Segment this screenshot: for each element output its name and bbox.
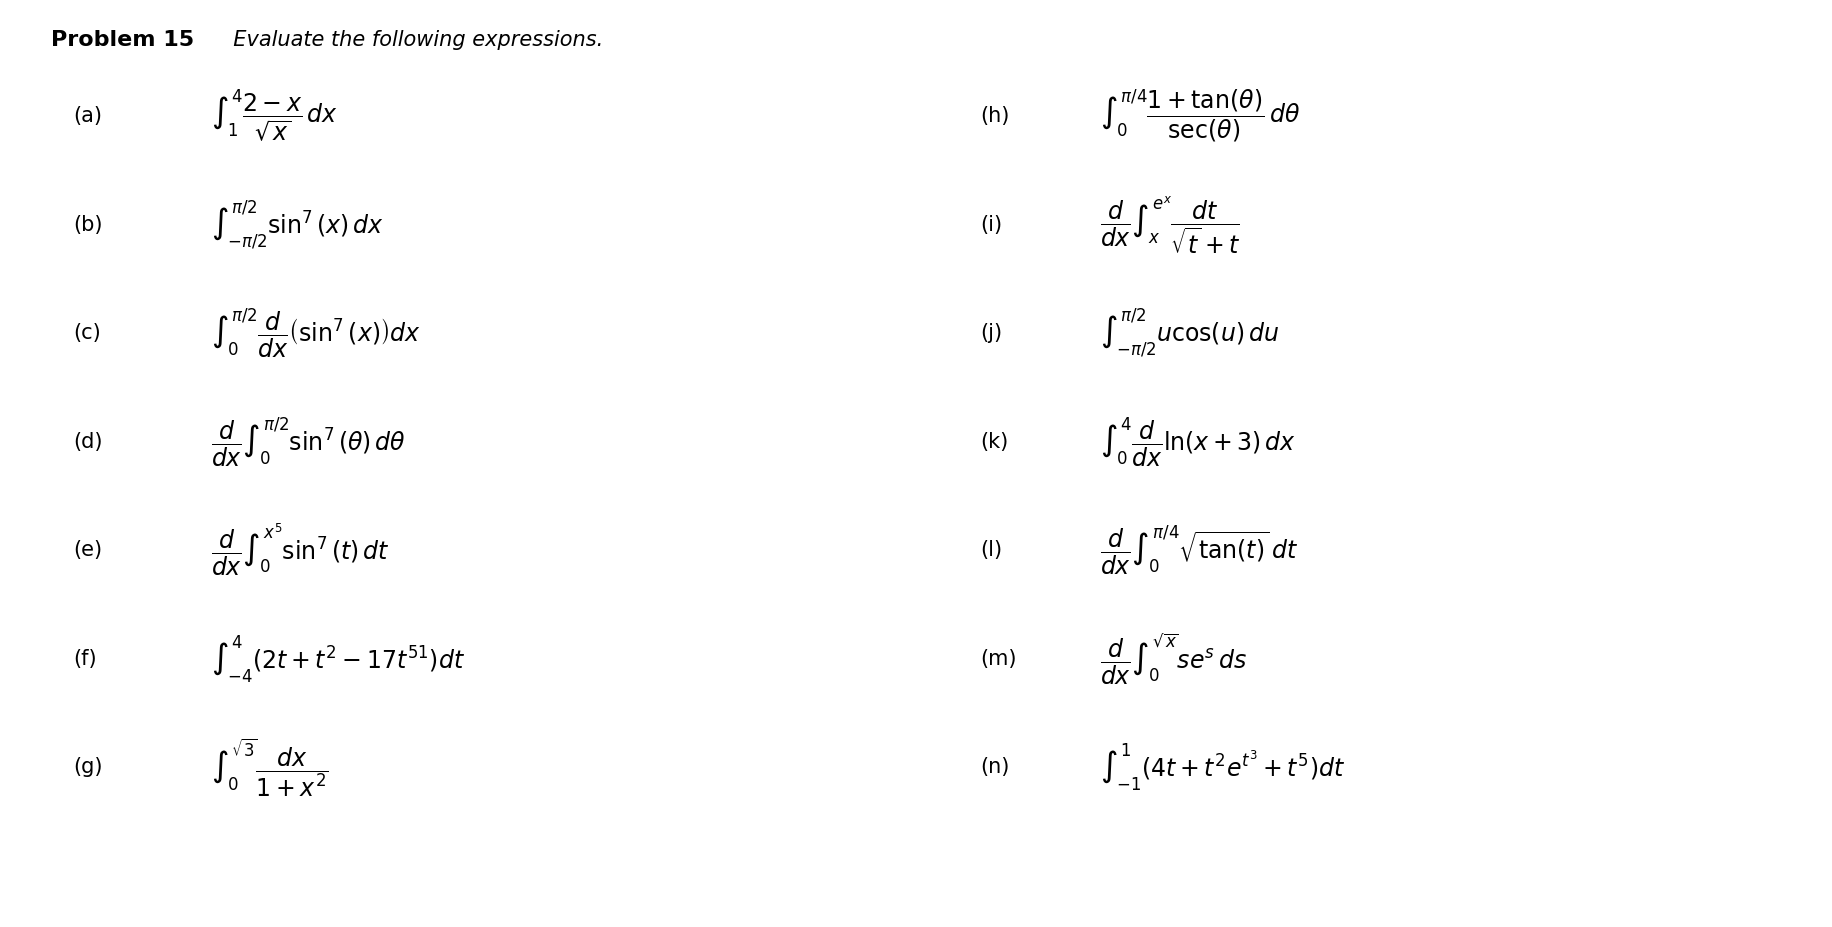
Text: (d): (d)	[73, 431, 103, 451]
Text: (e): (e)	[73, 540, 103, 560]
Text: (g): (g)	[73, 756, 103, 777]
Text: $\int_{-\pi/2}^{\pi/2} u\cos(u)\, du$: $\int_{-\pi/2}^{\pi/2} u\cos(u)\, du$	[1099, 307, 1279, 359]
Text: (k): (k)	[980, 431, 1008, 451]
Text: $\int_{0}^{\pi/4} \dfrac{1+\tan(\theta)}{\sec(\theta)}\, d\theta$: $\int_{0}^{\pi/4} \dfrac{1+\tan(\theta)}…	[1099, 88, 1299, 144]
Text: $\int_{0}^{\pi/2} \dfrac{d}{dx}\left(\sin^7(x)\right) dx$: $\int_{0}^{\pi/2} \dfrac{d}{dx}\left(\si…	[211, 306, 421, 360]
Text: (i): (i)	[980, 214, 1002, 235]
Text: $\dfrac{d}{dx}\int_{0}^{\pi/2} \sin^7(\theta)\, d\theta$: $\dfrac{d}{dx}\int_{0}^{\pi/2} \sin^7(\t…	[211, 414, 405, 468]
Text: $\int_{0}^{4} \dfrac{d}{dx}\ln(x+3)\, dx$: $\int_{0}^{4} \dfrac{d}{dx}\ln(x+3)\, dx…	[1099, 414, 1295, 468]
Text: $\dfrac{d}{dx}\int_{x}^{e^x} \dfrac{dt}{\sqrt{t}+t}$: $\dfrac{d}{dx}\int_{x}^{e^x} \dfrac{dt}{…	[1099, 194, 1240, 255]
Text: $\int_{-\pi/2}^{\pi/2} \sin^7(x)\, dx$: $\int_{-\pi/2}^{\pi/2} \sin^7(x)\, dx$	[211, 198, 383, 250]
Text: (f): (f)	[73, 648, 97, 668]
Text: $\dfrac{d}{dx}\int_{0}^{\sqrt{x}} s e^s\, ds$: $\dfrac{d}{dx}\int_{0}^{\sqrt{x}} s e^s\…	[1099, 630, 1246, 686]
Text: (h): (h)	[980, 106, 1009, 126]
Text: $\int_{0}^{\sqrt{3}} \dfrac{dx}{1+x^2}$: $\int_{0}^{\sqrt{3}} \dfrac{dx}{1+x^2}$	[211, 735, 328, 798]
Text: (n): (n)	[980, 756, 1009, 777]
Text: $\int_{-1}^{1} \left(4t + t^2 e^{t^3} + t^5\right) dt$: $\int_{-1}^{1} \left(4t + t^2 e^{t^3} + …	[1099, 741, 1345, 793]
Text: (m): (m)	[980, 648, 1017, 668]
Text: $\dfrac{d}{dx}\int_{0}^{x^5} \sin^7(t)\, dt$: $\dfrac{d}{dx}\int_{0}^{x^5} \sin^7(t)\,…	[211, 522, 388, 578]
Text: $\int_{1}^{4} \dfrac{2-x}{\sqrt{x}}\, dx$: $\int_{1}^{4} \dfrac{2-x}{\sqrt{x}}\, dx…	[211, 87, 337, 145]
Text: (b): (b)	[73, 214, 103, 235]
Text: $\dfrac{d}{dx}\int_{0}^{\pi/4} \sqrt{\tan(t)}\, dt$: $\dfrac{d}{dx}\int_{0}^{\pi/4} \sqrt{\ta…	[1099, 523, 1297, 577]
Text: Problem 15: Problem 15	[51, 30, 194, 50]
Text: (j): (j)	[980, 323, 1002, 343]
Text: (l): (l)	[980, 540, 1002, 560]
Text: (a): (a)	[73, 106, 103, 126]
Text: Evaluate the following expressions.: Evaluate the following expressions.	[220, 30, 603, 50]
Text: (c): (c)	[73, 323, 101, 343]
Text: $\int_{-4}^{4} \left(2t + t^2 - 17t^{51}\right) dt$: $\int_{-4}^{4} \left(2t + t^2 - 17t^{51}…	[211, 632, 465, 684]
